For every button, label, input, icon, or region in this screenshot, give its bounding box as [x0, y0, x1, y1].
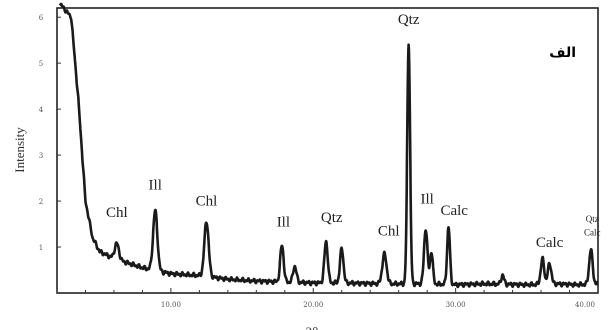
plot-frame	[56, 7, 599, 294]
peak-label-calc: Calc	[584, 228, 601, 238]
diffractogram-line	[58, 2, 599, 289]
peak-label-chl: Chl	[196, 194, 218, 210]
peak-label-qtz: Qtz	[586, 214, 599, 224]
peak-labels: Chl Ill Chl Ill Qtz Chl Qtz Ill Calc Calc Qtz Calc	[106, 12, 601, 251]
panel-label: الف	[549, 45, 576, 61]
y-tick-label: 3	[39, 152, 43, 160]
peak-label-chl: Chl	[378, 224, 400, 240]
x-tick-label: 30.00	[446, 301, 466, 309]
x-tick-label: 20.00	[303, 301, 323, 309]
y-tick-label: 1	[39, 244, 43, 252]
peak-label-ill: Ill	[277, 214, 290, 230]
peak-label-ill: Ill	[149, 178, 162, 194]
x-axis: 10.00 20.00 30.00 40.00	[56, 288, 599, 309]
peak-label-ill: Ill	[420, 191, 433, 207]
peak-label-chl: Chl	[106, 205, 128, 221]
peak-label-qtz: Qtz	[398, 12, 420, 28]
y-axis-title: Intensity	[12, 127, 27, 173]
x-tick-label: 10.00	[161, 301, 181, 309]
peak-label-calc: Calc	[536, 235, 564, 251]
y-axis: 1 2 3 4 5 6	[39, 14, 61, 252]
y-tick-label: 6	[39, 14, 44, 22]
x-tick-label: 40.00	[575, 301, 595, 309]
peak-label-qtz: Qtz	[321, 210, 343, 226]
peak-label-calc: Calc	[440, 203, 468, 219]
y-tick-label: 4	[39, 106, 44, 114]
x-axis-title: 2θ	[306, 324, 319, 330]
y-tick-label: 2	[39, 198, 43, 206]
y-tick-label: 5	[39, 60, 43, 68]
